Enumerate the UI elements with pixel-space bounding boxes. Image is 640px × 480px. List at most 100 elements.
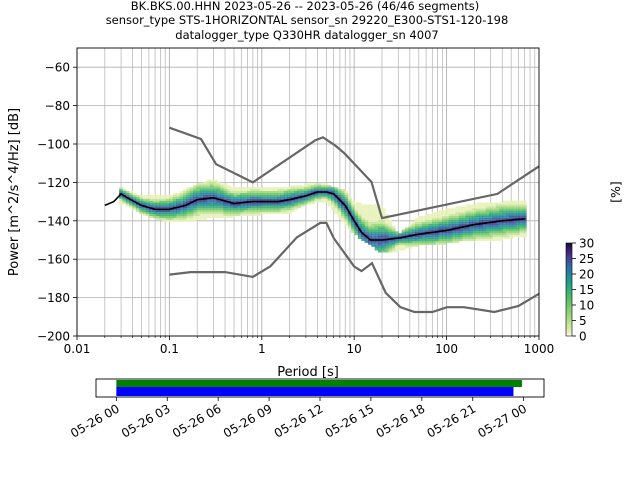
histogram-cell (290, 192, 295, 195)
histogram-cell (223, 187, 228, 190)
histogram-cell (250, 208, 255, 211)
histogram-cell (246, 210, 251, 213)
histogram-cell (169, 210, 174, 213)
histogram-cell (472, 237, 477, 240)
histogram-cell (455, 225, 460, 228)
histogram-cell (374, 235, 379, 238)
histogram-cell (220, 216, 224, 218)
histogram-cell (522, 231, 527, 234)
histogram-cell (394, 244, 399, 247)
histogram-cell (344, 204, 349, 207)
histogram-cell (240, 212, 245, 215)
histogram-cell (495, 217, 500, 220)
histogram-cell (489, 223, 494, 226)
histogram-cell (485, 212, 490, 215)
histogram-cell (505, 214, 510, 216)
histogram-cell (347, 208, 352, 211)
histogram-cell (206, 185, 211, 188)
histogram-cell (189, 204, 194, 207)
histogram-cell (189, 198, 194, 201)
histogram-cell (455, 221, 460, 224)
histogram-cell (310, 194, 315, 197)
histogram-cell (297, 192, 302, 195)
histogram-cell (273, 196, 278, 199)
histogram-cell (522, 227, 527, 230)
histogram-cell (236, 187, 241, 190)
histogram-cell (273, 187, 278, 190)
histogram-cell (475, 231, 480, 234)
histogram-cell (458, 214, 463, 216)
histogram-cell (455, 208, 460, 211)
histogram-cell (495, 206, 500, 209)
histogram-cell (361, 229, 366, 232)
histogram-cell (314, 194, 319, 197)
histogram-cell (364, 223, 369, 226)
histogram-cell (283, 191, 288, 193)
histogram-cell (243, 212, 248, 215)
histogram-cell (257, 194, 261, 197)
histogram-cell (337, 214, 342, 216)
histogram-cell (327, 187, 332, 190)
histogram-cell (129, 194, 134, 197)
histogram-cell (280, 191, 285, 193)
histogram-cell (452, 231, 457, 234)
psd-plot: 0.01 0.1 1 10 100 1000 −200−180−160−140−120−1… (7, 47, 554, 380)
histogram-cell (273, 191, 278, 193)
histogram-cell (502, 231, 507, 234)
histogram-cell (361, 204, 366, 207)
histogram-cell (415, 223, 420, 226)
histogram-cell (401, 240, 406, 243)
histogram-cell (495, 204, 500, 207)
histogram-cell (374, 210, 379, 213)
histogram-cell (260, 202, 265, 205)
histogram-cell (152, 212, 157, 215)
histogram-cell (445, 239, 450, 241)
histogram-cell (445, 221, 450, 224)
histogram-cell (438, 223, 443, 226)
histogram-cell (199, 196, 204, 199)
histogram-cell (243, 198, 248, 201)
histogram-cell (495, 210, 500, 213)
histogram-cell (482, 235, 487, 238)
histogram-cell (193, 192, 198, 195)
histogram-cell (307, 191, 312, 193)
histogram-cell (505, 206, 510, 209)
histogram-cell (522, 202, 527, 205)
histogram-cell (193, 191, 198, 193)
histogram-cell (287, 202, 292, 205)
histogram-cell (384, 231, 389, 234)
histogram-cell (162, 202, 167, 205)
histogram-cell (455, 219, 460, 222)
histogram-cell (367, 208, 372, 211)
histogram-cell (489, 227, 494, 230)
histogram-cell (441, 239, 446, 241)
coverage-tick-label: 05-26 03 (119, 401, 173, 440)
histogram-cell (172, 214, 177, 216)
histogram-cell (482, 204, 487, 207)
histogram-cell (327, 189, 332, 192)
histogram-cell (334, 202, 339, 205)
histogram-cell (330, 208, 335, 211)
histogram-cell (448, 235, 453, 238)
histogram-cell (495, 229, 500, 232)
histogram-cell (452, 223, 457, 226)
histogram-cell (125, 191, 130, 193)
histogram-cell (304, 192, 309, 195)
histogram-cell (438, 219, 443, 222)
histogram-cell (290, 196, 295, 199)
histogram-cell (186, 192, 191, 195)
histogram-cell (273, 189, 278, 192)
histogram-cell (189, 194, 194, 197)
histogram-cell (411, 227, 416, 230)
histogram-cell (478, 225, 483, 228)
histogram-cell (441, 223, 446, 226)
histogram-cell (216, 192, 221, 195)
histogram-cell (206, 208, 211, 211)
histogram-cell (324, 189, 329, 192)
histogram-cell (391, 240, 396, 243)
histogram-cell (438, 237, 443, 240)
histogram-cell (213, 206, 218, 209)
histogram-cell (354, 204, 359, 207)
histogram-cell (139, 202, 144, 205)
histogram-cell (492, 217, 497, 220)
